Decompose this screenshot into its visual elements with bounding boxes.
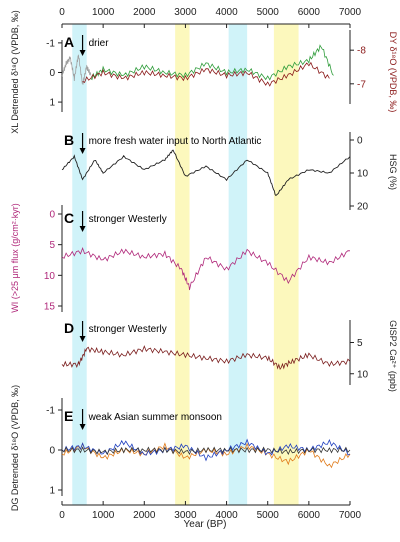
top-tick-label-2: 2000 <box>133 7 156 18</box>
panel-c-arrow-head <box>79 226 86 232</box>
panel-a-arrow-head <box>79 50 86 56</box>
panel-b-annotation: more fresh water input to North Atlantic <box>89 136 262 147</box>
left-tick-label-1: 5 <box>49 240 55 251</box>
panel-a-annotation: drier <box>89 38 110 49</box>
panel-b-right-label: HSG (%) <box>388 154 398 190</box>
panel-c-left-label: WI (>25 μm flux (g/cm²·kyr) <box>10 203 20 312</box>
panel-d-right-label: GISP2 Ca²⁺ (ppb) <box>388 320 398 392</box>
left-tick-label-2: 1 <box>49 98 55 109</box>
right-tick-label-0: 0 <box>357 136 363 147</box>
x-axis-label: Year (BP) <box>184 519 227 530</box>
panel-d-arrow-head <box>79 336 86 342</box>
panel-e-arrow-head <box>79 424 86 430</box>
panel-a-right-label: DY δ¹⁸O (VPDB, ‰) <box>388 32 398 113</box>
bottom-tick-label-5: 5000 <box>257 510 280 521</box>
top-tick-label-1: 1000 <box>92 7 115 18</box>
panel-a-series-3 <box>82 61 330 87</box>
highlight-band-3 <box>228 24 248 505</box>
panel-e-left-label: DG Detrended δ¹⁸O (VPDB, ‰) <box>10 385 20 511</box>
panel-c: 0 5 10 15 C stronger Westerly WI (>25 μm flux … <box>10 203 351 313</box>
top-tick-label-7: 7000 <box>339 7 362 18</box>
panel-a-series-2 <box>90 44 334 81</box>
left-tick-label-2: 10 <box>44 271 56 282</box>
left-tick-label-1: 0 <box>49 68 55 79</box>
highlight-band-1 <box>72 24 87 505</box>
top-tick-label-6: 6000 <box>298 7 321 18</box>
panel-e-letter: E <box>64 408 73 424</box>
panel-c-series-1 <box>61 247 351 291</box>
panel-c-annotation: stronger Westerly <box>89 214 167 225</box>
left-tick-label-0: -1 <box>46 38 55 49</box>
right-tick-label-0: -8 <box>357 46 366 57</box>
right-tick-label-1: 10 <box>357 369 369 380</box>
panels: -1 0 1 -8 -7 A drier XL Detrended δ¹⁸O (VPDB, ‰… <box>10 10 398 511</box>
top-tick-label-0: 0 <box>59 7 65 18</box>
top-tick-label-5: 5000 <box>257 7 280 18</box>
panel-d-series-1 <box>61 345 351 371</box>
panel-a-letter: A <box>64 34 74 50</box>
left-tick-label-2: 1 <box>49 486 55 497</box>
left-tick-label-3: 15 <box>44 302 56 313</box>
panel-e-series-3 <box>61 446 351 456</box>
panel-d-letter: D <box>64 320 74 336</box>
panel-c-letter: C <box>64 210 74 226</box>
panel-d-annotation: stronger Westerly <box>89 324 167 335</box>
panel-e: -1 0 1 E weak Asian summer monsoon DG Detrend… <box>10 385 351 511</box>
panel-e-annotation: weak Asian summer monsoon <box>88 412 222 423</box>
left-tick-label-1: 0 <box>49 446 55 457</box>
top-tick-label-4: 4000 <box>215 7 238 18</box>
panel-b: 0 10 20 B more fresh water input to North At… <box>61 132 398 213</box>
bottom-tick-label-0: 0 <box>59 510 65 521</box>
highlight-band-2 <box>175 24 190 505</box>
top-tick-label-3: 3000 <box>174 7 197 18</box>
bottom-tick-label-6: 6000 <box>298 510 321 521</box>
left-tick-label-0: 0 <box>49 210 55 221</box>
panel-a-series-1 <box>61 54 92 85</box>
panel-b-series-1 <box>61 149 351 197</box>
right-tick-label-0: 5 <box>357 338 363 349</box>
panel-d: 5 10 D stronger Westerly GISP2 Ca²⁺ (ppb) <box>61 320 398 392</box>
panel-e-series-2 <box>61 438 351 462</box>
right-tick-label-1: -7 <box>357 79 366 90</box>
bottom-tick-label-7: 7000 <box>339 510 362 521</box>
right-tick-label-2: 20 <box>357 202 369 213</box>
bottom-tick-label-2: 2000 <box>133 510 156 521</box>
panel-a-left-label: XL Detrended δ¹⁸O (VPDB, ‰) <box>10 10 20 134</box>
left-tick-label-0: -1 <box>46 406 55 417</box>
highlight-bands <box>72 24 299 505</box>
highlight-band-4 <box>273 24 299 505</box>
bottom-axis: 0 1000 2000 3000 4000 5000 6000 7000 <box>59 501 362 521</box>
bottom-tick-label-4: 4000 <box>215 510 238 521</box>
panel-b-arrow-head <box>79 148 86 154</box>
panel-a: -1 0 1 -8 -7 A drier XL Detrended δ¹⁸O (VPDB, ‰… <box>10 10 398 134</box>
right-tick-label-1: 10 <box>357 169 369 180</box>
top-axis: 0 1000 2000 3000 4000 5000 6000 7000 <box>59 7 362 28</box>
bottom-tick-label-3: 3000 <box>174 510 197 521</box>
bottom-tick-label-1: 1000 <box>92 510 115 521</box>
panel-b-letter: B <box>64 132 74 148</box>
